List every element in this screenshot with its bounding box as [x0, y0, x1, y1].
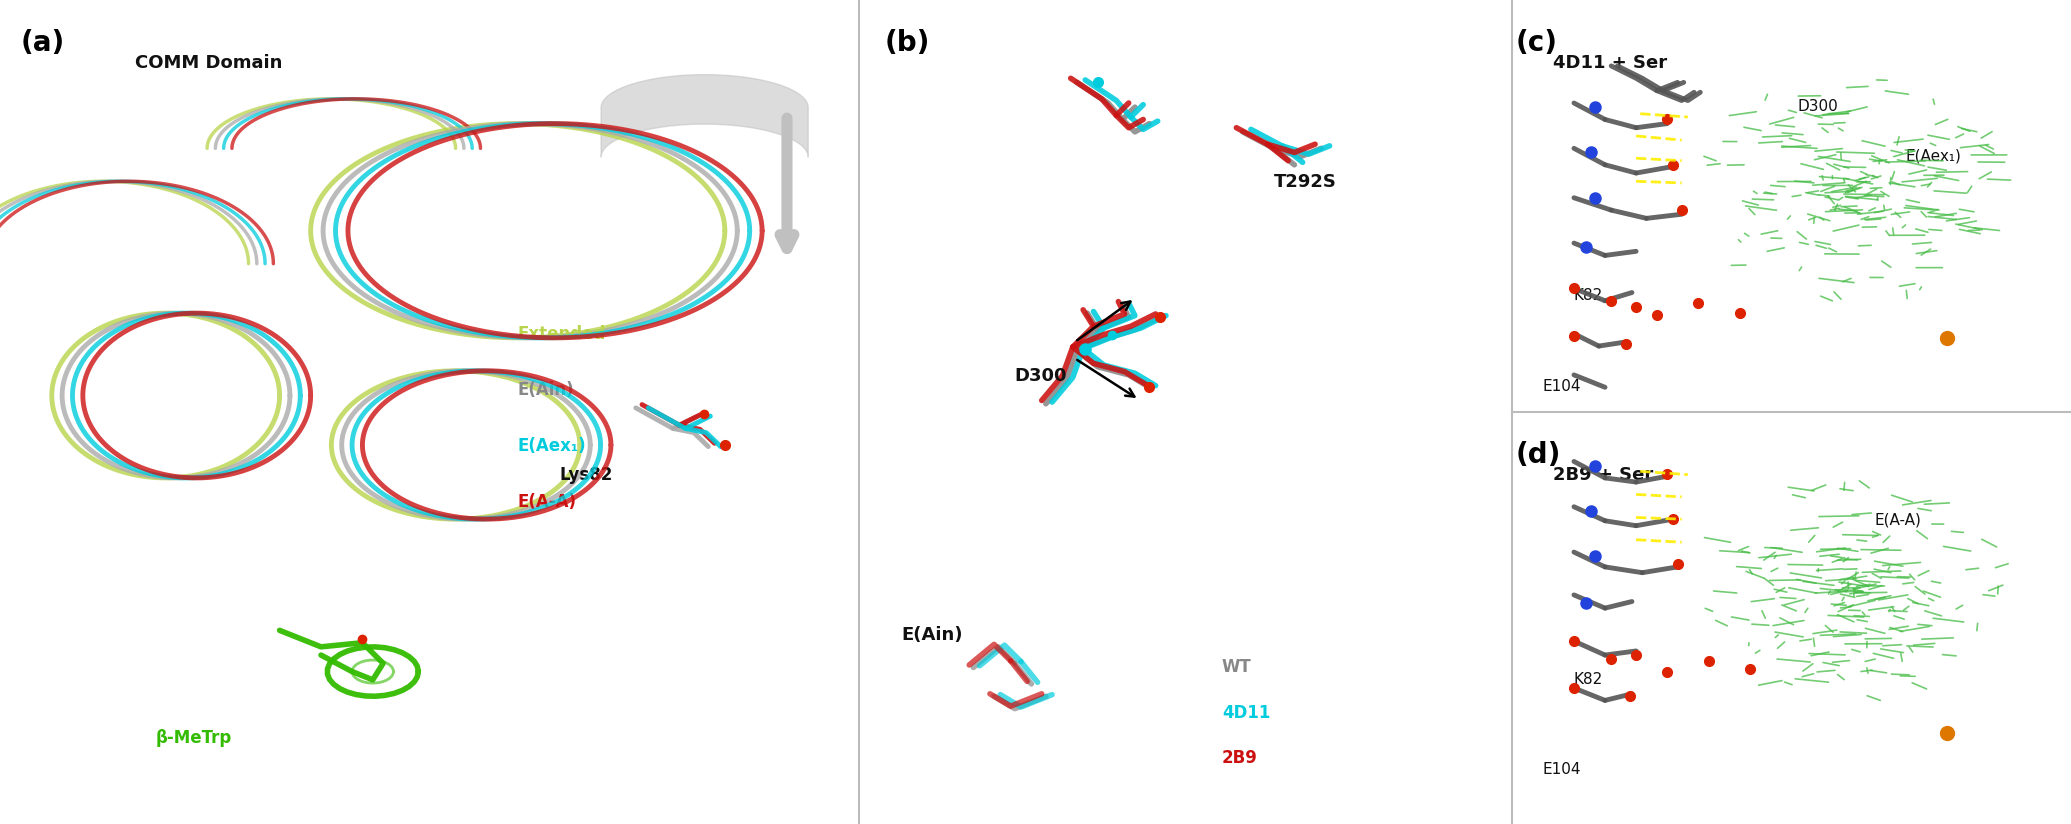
Text: (c): (c)	[1516, 29, 1557, 57]
Bar	[859, 0, 1512, 824]
Bar	[1512, 0, 2071, 412]
Text: K82: K82	[1574, 288, 1603, 303]
Text: E104: E104	[1543, 762, 1582, 777]
Text: E(Aex₁): E(Aex₁)	[1905, 148, 1961, 163]
Text: K82: K82	[1574, 672, 1603, 686]
Text: COMM Domain: COMM Domain	[135, 54, 282, 72]
Text: WT: WT	[1222, 658, 1251, 677]
Text: E(Aex₁): E(Aex₁)	[518, 437, 586, 455]
Text: D300: D300	[1015, 367, 1067, 385]
Text: E(Ain): E(Ain)	[518, 381, 574, 399]
Text: E104: E104	[1543, 379, 1582, 394]
Text: E(A-A): E(A-A)	[1874, 513, 1922, 527]
Text: 4D11 + Ser: 4D11 + Ser	[1553, 54, 1667, 72]
Text: β-MeTrp: β-MeTrp	[155, 729, 232, 747]
Text: T292S: T292S	[1274, 173, 1336, 191]
Text: (a): (a)	[21, 29, 64, 57]
Text: (b): (b)	[884, 29, 930, 57]
Bar	[0, 0, 859, 824]
Text: Lys82: Lys82	[559, 466, 613, 484]
Text: 4D11: 4D11	[1222, 704, 1270, 722]
Text: Extended: Extended	[518, 325, 607, 343]
Text: E(A-A): E(A-A)	[518, 493, 576, 511]
Bar	[1512, 412, 2071, 824]
Text: E(Ain): E(Ain)	[901, 626, 963, 644]
Text: D300: D300	[1798, 99, 1839, 114]
Text: 2B9 + Ser: 2B9 + Ser	[1553, 466, 1653, 484]
Text: 2B9: 2B9	[1222, 749, 1257, 767]
Text: (d): (d)	[1516, 441, 1562, 469]
